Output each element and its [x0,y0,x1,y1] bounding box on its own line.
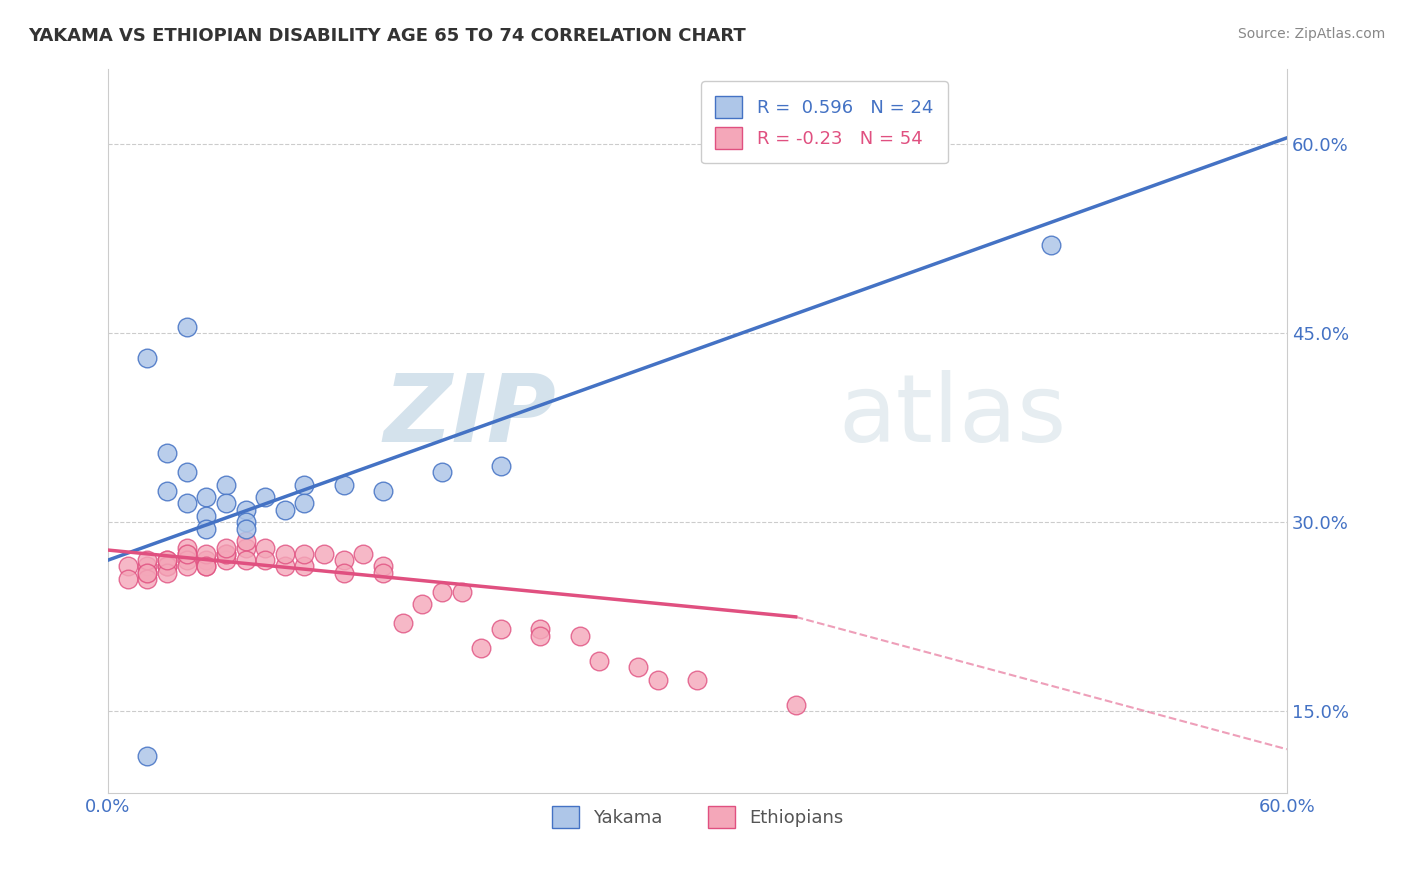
Point [371,483,394,498]
Point [430,465,453,479]
Point [117,572,139,586]
Point [176,547,198,561]
Point [136,559,159,574]
Point [136,566,159,580]
Point [627,660,650,674]
Point [215,553,238,567]
Point [136,351,159,366]
Point [156,553,179,567]
Point [332,566,354,580]
Point [254,490,277,504]
Point [176,547,198,561]
Point [785,698,807,712]
Point [1040,238,1063,252]
Point [332,553,354,567]
Point [235,522,257,536]
Point [254,553,277,567]
Point [352,547,374,561]
Point [568,629,591,643]
Point [391,616,413,631]
Point [274,502,297,516]
Point [215,541,238,555]
Point [136,553,159,567]
Point [314,547,336,561]
Point [176,559,198,574]
Point [529,629,551,643]
Point [215,477,238,491]
Point [195,522,218,536]
Point [294,559,316,574]
Point [529,623,551,637]
Point [215,496,238,510]
Point [332,477,354,491]
Text: ZIP: ZIP [382,370,555,462]
Point [156,559,179,574]
Text: atlas: atlas [839,370,1067,462]
Legend: Yakama, Ethiopians: Yakama, Ethiopians [544,798,851,835]
Point [136,566,159,580]
Point [235,541,257,555]
Point [686,673,709,687]
Point [254,541,277,555]
Point [294,496,316,510]
Point [136,748,159,763]
Point [195,490,218,504]
Point [450,584,472,599]
Text: YAKAMA VS ETHIOPIAN DISABILITY AGE 65 TO 74 CORRELATION CHART: YAKAMA VS ETHIOPIAN DISABILITY AGE 65 TO… [28,27,745,45]
Point [156,559,179,574]
Point [195,553,218,567]
Point [195,547,218,561]
Point [176,553,198,567]
Point [215,547,238,561]
Point [588,654,610,668]
Point [411,597,433,611]
Point [156,483,179,498]
Point [235,553,257,567]
Point [176,541,198,555]
Point [195,559,218,574]
Point [117,559,139,574]
Point [489,458,512,473]
Point [136,572,159,586]
Point [274,559,297,574]
Point [294,547,316,561]
Point [156,446,179,460]
Point [176,496,198,510]
Point [156,553,179,567]
Point [371,559,394,574]
Point [470,641,492,656]
Point [235,502,257,516]
Point [176,320,198,334]
Point [430,584,453,599]
Point [235,534,257,549]
Text: Source: ZipAtlas.com: Source: ZipAtlas.com [1237,27,1385,41]
Point [489,623,512,637]
Point [371,566,394,580]
Point [274,547,297,561]
Point [235,516,257,530]
Point [294,477,316,491]
Point [195,559,218,574]
Point [156,566,179,580]
Point [647,673,669,687]
Point [195,509,218,524]
Point [215,547,238,561]
Point [176,465,198,479]
